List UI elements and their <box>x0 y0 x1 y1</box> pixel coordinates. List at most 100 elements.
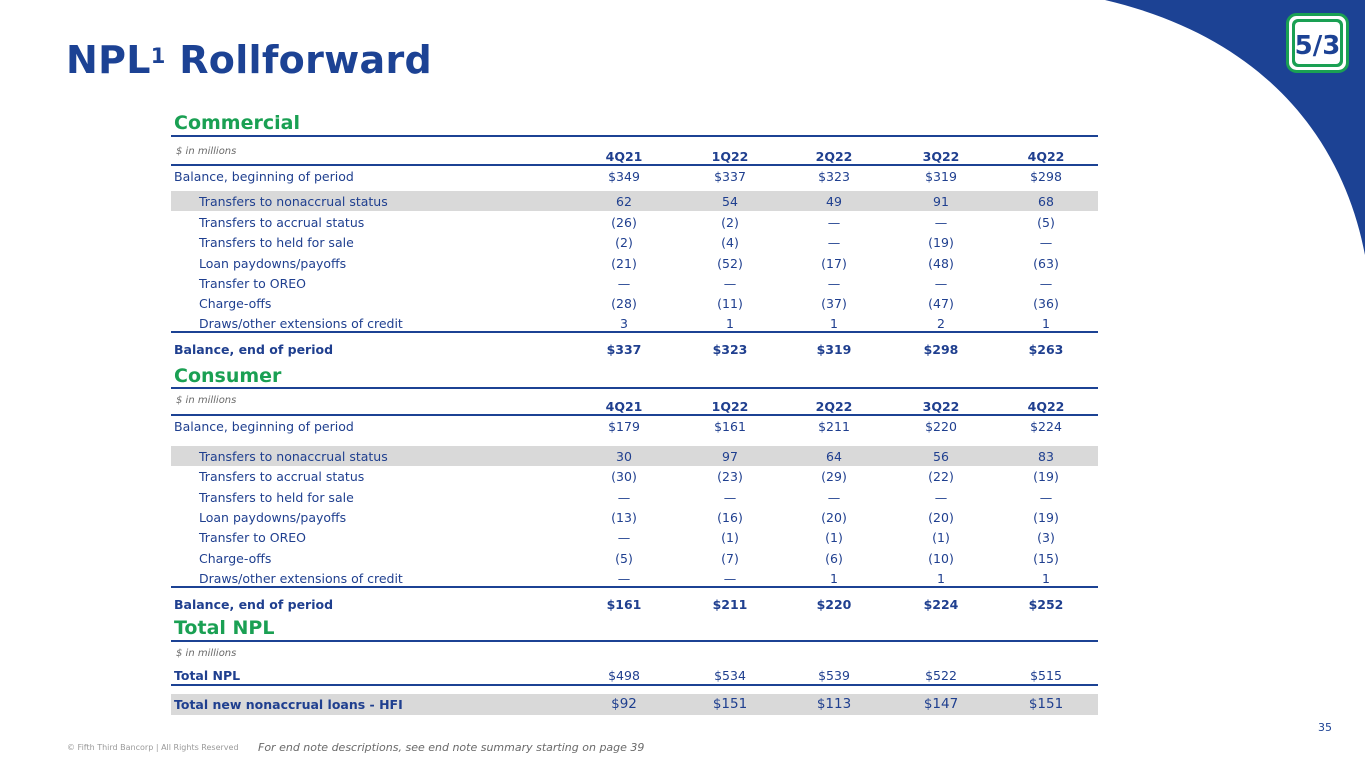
cell: 1 <box>830 316 838 331</box>
table-row: Charge-offs (5) (7) (6) (10) (15) <box>171 548 1098 568</box>
page-number: 35 <box>1318 721 1332 734</box>
cell: $263 <box>1028 342 1064 357</box>
table-top-rule <box>171 135 1098 137</box>
row-label: Draws/other extensions of credit <box>199 571 403 586</box>
cell: (21) <box>611 256 637 271</box>
cell: (1) <box>932 530 950 545</box>
cell: (5) <box>1037 215 1055 230</box>
cell: (30) <box>611 469 637 484</box>
cell: $534 <box>714 668 746 683</box>
table-row: Transfers to nonaccrual status 62 54 49 … <box>171 191 1098 211</box>
cell: 1 <box>830 571 838 586</box>
col-header: 4Q22 <box>1027 399 1065 414</box>
table-row: Charge-offs (28) (11) (37) (47) (36) <box>171 293 1098 313</box>
table-row: Transfer to OREO — — — — — <box>171 273 1098 293</box>
cell: 1 <box>726 316 734 331</box>
cell: 56 <box>933 449 949 464</box>
cell: (2) <box>615 235 633 250</box>
consumer-table: $ in millions 4Q21 1Q22 2Q22 3Q22 4Q22 B… <box>171 387 1098 615</box>
col-header: 4Q21 <box>605 399 643 414</box>
header-rule <box>171 164 1098 166</box>
units-note: $ in millions <box>176 146 237 157</box>
cell: $151 <box>712 696 748 712</box>
total-rule <box>171 586 1098 588</box>
table-row: Transfers to accrual status (30) (23) (2… <box>171 466 1098 486</box>
row-label: Transfer to OREO <box>199 276 307 291</box>
column-header-row: 4Q21 1Q22 2Q22 3Q22 4Q22 <box>171 396 1098 416</box>
cell: $179 <box>608 419 640 434</box>
cell: — <box>827 235 841 250</box>
row-label: Charge-offs <box>199 296 272 311</box>
row-label: Draws/other extensions of credit <box>199 316 403 331</box>
total-npl-heading: Total NPL <box>174 617 275 639</box>
cell: (37) <box>821 296 847 311</box>
col-header: 2Q22 <box>815 399 853 414</box>
cell: (20) <box>821 510 847 525</box>
cell: $92 <box>611 696 637 712</box>
cell: (63) <box>1033 256 1059 271</box>
cell: 83 <box>1038 449 1054 464</box>
cell: $349 <box>608 169 640 184</box>
cell: (6) <box>825 551 843 566</box>
cell: (23) <box>717 469 743 484</box>
cell: — <box>827 276 841 291</box>
cell: — <box>723 276 737 291</box>
cell: 2 <box>937 316 945 331</box>
column-header-row: 4Q21 1Q22 2Q22 3Q22 4Q22 <box>171 146 1098 166</box>
total-rule <box>171 331 1098 333</box>
cell: (7) <box>721 551 739 566</box>
cell: 97 <box>722 449 738 464</box>
cell: — <box>934 490 948 505</box>
cell: — <box>723 490 737 505</box>
cell: $224 <box>923 597 959 612</box>
cell: (13) <box>611 510 637 525</box>
table-row: Transfers to nonaccrual status 30 97 64 … <box>171 446 1098 466</box>
table-row: Transfer to OREO — (1) (1) (1) (3) <box>171 527 1098 547</box>
cell: — <box>827 215 841 230</box>
cell: $298 <box>923 342 959 357</box>
header-rule <box>171 414 1098 416</box>
cell: 1 <box>937 571 945 586</box>
cell: (36) <box>1033 296 1059 311</box>
cell: (11) <box>717 296 743 311</box>
units-note: $ in millions <box>176 648 237 659</box>
row-label: Transfer to OREO <box>199 530 307 545</box>
units-note: $ in millions <box>176 395 237 406</box>
cell: (19) <box>928 235 954 250</box>
cell: (2) <box>721 215 739 230</box>
commercial-table: $ in millions 4Q21 1Q22 2Q22 3Q22 4Q22 B… <box>171 135 1098 360</box>
cell: $220 <box>925 419 957 434</box>
table-top-rule <box>171 387 1098 389</box>
row-label: Transfers to accrual status <box>199 469 365 484</box>
row-label: Balance, end of period <box>174 342 334 357</box>
col-header: 3Q22 <box>922 149 960 164</box>
cell: 62 <box>616 194 632 209</box>
row-label: Charge-offs <box>199 551 272 566</box>
total-rule <box>171 684 1098 686</box>
cell: $224 <box>1030 419 1062 434</box>
cell: (22) <box>928 469 954 484</box>
col-header: 4Q21 <box>605 149 643 164</box>
cell: (1) <box>721 530 739 545</box>
cell: (52) <box>717 256 743 271</box>
cell: (28) <box>611 296 637 311</box>
cell: (47) <box>928 296 954 311</box>
consumer-heading: Consumer <box>174 365 282 387</box>
row-label: Loan paydowns/payoffs <box>199 256 347 271</box>
cell: — <box>617 530 631 545</box>
end-note-text: For end note descriptions, see end note … <box>258 741 645 754</box>
table-row: Transfers to held for sale — — — — — <box>171 487 1098 507</box>
cell: (48) <box>928 256 954 271</box>
col-header: 2Q22 <box>815 149 853 164</box>
cell: (4) <box>721 235 739 250</box>
cell: $252 <box>1028 597 1064 612</box>
col-header: 1Q22 <box>711 399 749 414</box>
cell: (1) <box>825 530 843 545</box>
cell: $147 <box>923 696 959 712</box>
cell: $337 <box>606 342 642 357</box>
row-label: Balance, beginning of period <box>174 169 354 184</box>
cell: 1 <box>1042 316 1050 331</box>
cell: (15) <box>1033 551 1059 566</box>
table-row: Transfers to accrual status (26) (2) — —… <box>171 212 1098 232</box>
cell: 64 <box>826 449 842 464</box>
